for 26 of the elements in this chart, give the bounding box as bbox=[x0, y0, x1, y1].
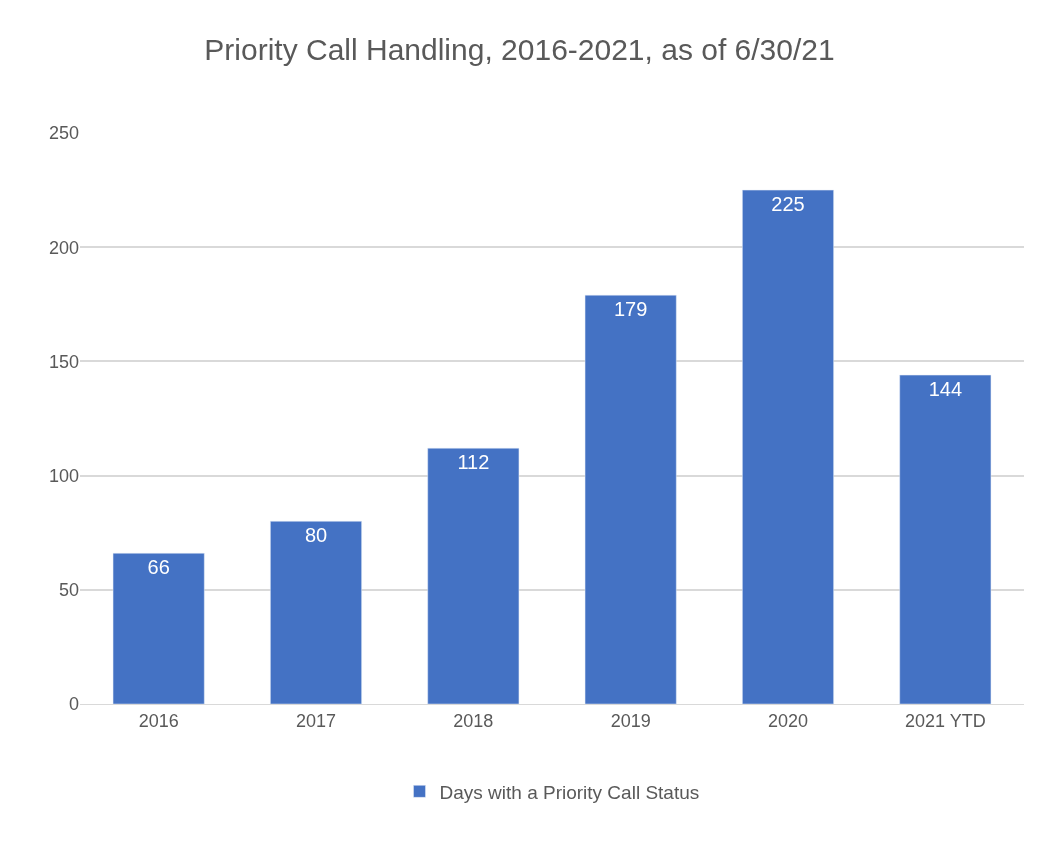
legend-label: Days with a Priority Call Status bbox=[439, 781, 700, 803]
bar bbox=[899, 374, 992, 704]
x-tick-label: 2019 bbox=[610, 710, 651, 731]
data-label: 144 bbox=[928, 378, 963, 401]
chart-title: Priority Call Handling, 2016-2021, as of 6/30/21 bbox=[204, 32, 835, 66]
x-tick-label: 2018 bbox=[453, 710, 494, 731]
bar bbox=[584, 294, 677, 704]
data-label: 225 bbox=[771, 193, 805, 216]
y-tick-label: 0 bbox=[68, 694, 79, 715]
bar bbox=[112, 553, 205, 704]
y-tick-label: 250 bbox=[48, 123, 79, 144]
data-label: 66 bbox=[147, 556, 170, 579]
bar bbox=[742, 189, 834, 704]
y-tick-label: 100 bbox=[48, 465, 79, 486]
y-tick-label: 150 bbox=[48, 351, 79, 372]
x-tick-label: 2017 bbox=[295, 710, 337, 731]
x-tick-label: 2020 bbox=[767, 710, 809, 731]
x-tick-label: 2016 bbox=[138, 710, 179, 731]
data-label: 80 bbox=[304, 524, 328, 547]
data-label: 179 bbox=[613, 298, 648, 321]
x-tick-label: 2021 YTD bbox=[904, 710, 986, 731]
y-tick-label: 200 bbox=[48, 237, 79, 258]
data-label: 112 bbox=[457, 451, 490, 474]
y-tick-label: 50 bbox=[58, 580, 79, 601]
bar bbox=[270, 521, 362, 704]
bar bbox=[427, 447, 520, 704]
